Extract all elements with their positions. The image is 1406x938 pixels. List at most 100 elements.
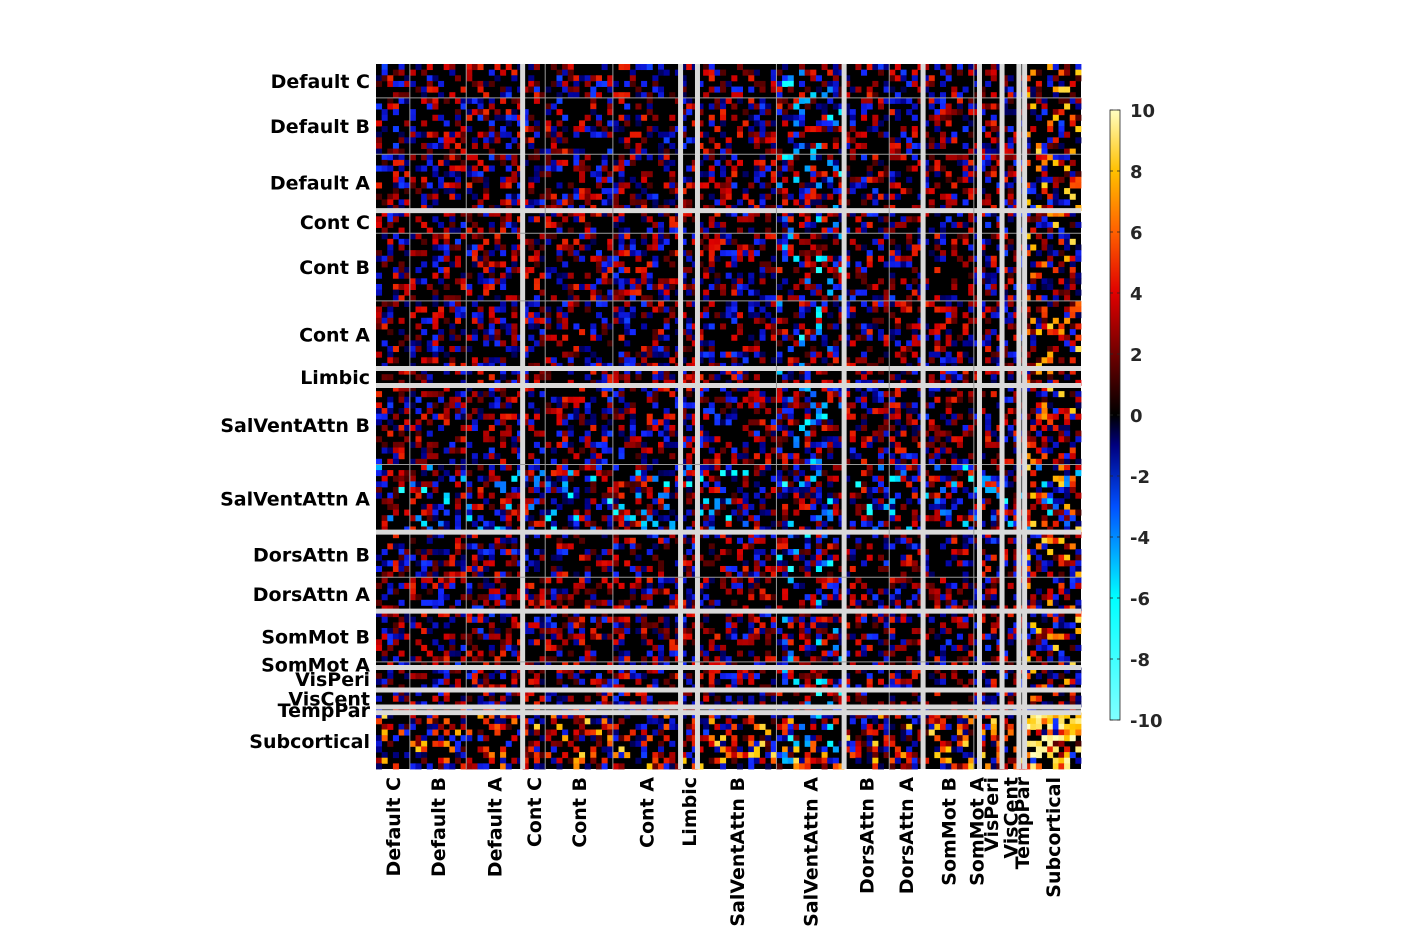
matrix-cell: [815, 75, 822, 82]
matrix-cell: [500, 509, 507, 516]
matrix-cell: [562, 312, 569, 319]
matrix-cell: [776, 441, 783, 448]
matrix-cell: [861, 300, 868, 307]
matrix-cell: [409, 109, 416, 116]
matrix-cell: [731, 396, 738, 403]
matrix-cell: [454, 481, 461, 488]
matrix-cell: [1007, 86, 1014, 93]
matrix-cell: [956, 441, 963, 448]
matrix-cell: [979, 142, 986, 149]
matrix-cell: [669, 391, 676, 398]
matrix-cell: [742, 188, 749, 195]
matrix-cell: [793, 357, 800, 364]
matrix-cell: [567, 413, 574, 420]
matrix-cell: [821, 441, 828, 448]
matrix-cell: [883, 413, 890, 420]
matrix-cell: [917, 413, 924, 420]
matrix-cell: [466, 289, 473, 296]
matrix-cell: [494, 419, 501, 426]
matrix-cell: [663, 368, 670, 375]
matrix-cell: [1075, 272, 1082, 279]
matrix-cell: [742, 470, 749, 477]
matrix-cell: [917, 475, 924, 482]
matrix-cell: [1035, 458, 1042, 465]
matrix-cell: [708, 543, 715, 550]
matrix-cell: [409, 498, 416, 505]
matrix-cell: [714, 481, 721, 488]
matrix-cell: [415, 549, 422, 556]
matrix-cell: [691, 492, 698, 499]
matrix-cell: [697, 351, 704, 358]
matrix-cell: [387, 503, 394, 510]
matrix-cell: [398, 396, 405, 403]
matrix-cell: [601, 261, 608, 268]
matrix-cell: [714, 97, 721, 104]
matrix-cell: [691, 159, 698, 166]
matrix-cell: [488, 267, 495, 274]
matrix-cell: [748, 430, 755, 437]
matrix-cell: [714, 283, 721, 290]
matrix-cell: [804, 272, 811, 279]
matrix-cell: [844, 385, 851, 392]
matrix-cell: [934, 295, 941, 302]
matrix-cell: [866, 334, 873, 341]
matrix-cell: [669, 306, 676, 313]
matrix-cell: [776, 419, 783, 426]
matrix-cell: [1002, 470, 1009, 477]
matrix-cell: [409, 126, 416, 133]
matrix-cell: [415, 396, 422, 403]
matrix-cell: [725, 238, 732, 245]
matrix-cell: [1064, 464, 1071, 471]
matrix-cell: [612, 289, 619, 296]
matrix-cell: [810, 391, 817, 398]
matrix-cell: [753, 481, 760, 488]
matrix-cell: [584, 221, 591, 228]
matrix-cell: [770, 419, 777, 426]
matrix-cell: [990, 306, 997, 313]
matrix-cell: [409, 346, 416, 353]
matrix-cell: [550, 362, 557, 369]
matrix-cell: [421, 176, 428, 183]
matrix-cell: [838, 86, 845, 93]
matrix-cell: [443, 385, 450, 392]
matrix-cell: [466, 492, 473, 499]
matrix-cell: [691, 340, 698, 347]
matrix-cell: [573, 515, 580, 522]
matrix-cell: [821, 532, 828, 539]
matrix-cell: [776, 80, 783, 87]
matrix-cell: [607, 109, 614, 116]
matrix-cell: [1024, 250, 1031, 257]
matrix-cell: [477, 323, 484, 330]
matrix-cell: [409, 391, 416, 398]
matrix-cell: [765, 120, 772, 127]
matrix-cell: [432, 289, 439, 296]
matrix-cell: [680, 250, 687, 257]
matrix-cell: [533, 487, 540, 494]
matrix-cell: [590, 323, 597, 330]
matrix-cell: [1041, 210, 1048, 217]
matrix-cell: [466, 227, 473, 234]
matrix-cell: [906, 346, 913, 353]
matrix-cell: [872, 80, 879, 87]
matrix-cell: [742, 396, 749, 403]
matrix-cell: [934, 267, 941, 274]
matrix-cell: [985, 255, 992, 262]
matrix-cell: [708, 238, 715, 245]
matrix-cell: [528, 464, 535, 471]
matrix-cell: [522, 272, 529, 279]
matrix-cell: [686, 362, 693, 369]
matrix-cell: [736, 199, 743, 206]
matrix-cell: [934, 464, 941, 471]
matrix-cell: [1035, 498, 1042, 505]
matrix-cell: [1007, 351, 1014, 358]
matrix-cell: [815, 171, 822, 178]
matrix-cell: [460, 368, 467, 375]
matrix-cell: [861, 351, 868, 358]
matrix-cell: [477, 159, 484, 166]
matrix-cell: [500, 481, 507, 488]
matrix-cell: [680, 368, 687, 375]
matrix-cell: [968, 109, 975, 116]
matrix-cell: [517, 216, 524, 223]
matrix-cell: [652, 233, 659, 240]
matrix-cell: [940, 475, 947, 482]
